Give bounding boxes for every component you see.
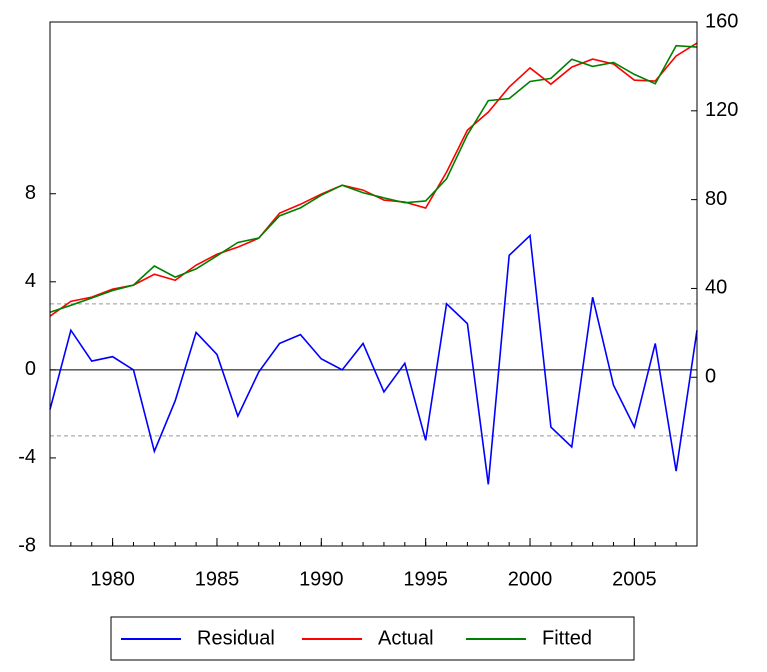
y2-tick-label: 40 [705, 277, 727, 299]
legend-label: Fitted [542, 627, 592, 649]
x-tick-label: 1985 [195, 568, 240, 590]
x-tick-label: 2005 [612, 568, 657, 590]
y2-tick-label: 80 [705, 188, 727, 210]
x-tick-label: 1995 [403, 568, 448, 590]
series-line [49, 233, 698, 485]
y2-tick-label: 160 [705, 10, 738, 32]
legend-label: Actual [378, 627, 434, 649]
legend-box [110, 616, 635, 661]
series-line [49, 44, 698, 313]
y2-tick-label: 120 [705, 99, 738, 121]
y-tick-label: -4 [18, 446, 36, 468]
y-tick-label: 4 [25, 270, 36, 292]
y-tick-label: -8 [18, 534, 36, 556]
legend-label: Residual [197, 627, 275, 649]
y-tick-label: 8 [25, 182, 36, 204]
plot-frame [49, 21, 698, 547]
series-line [49, 42, 698, 317]
y-tick-label: 0 [25, 358, 36, 380]
x-tick-label: 1980 [90, 568, 135, 590]
x-tick-label: 1990 [299, 568, 344, 590]
y2-tick-label: 0 [705, 366, 716, 388]
x-tick-label: 2000 [508, 568, 553, 590]
